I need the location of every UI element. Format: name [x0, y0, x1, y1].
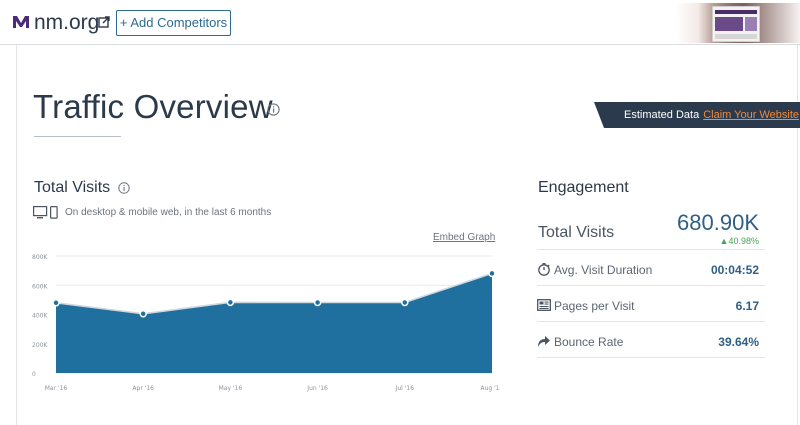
data-point[interactable] [52, 299, 60, 307]
metric-total-visits: Total Visits 680.90K ▲40.98% [537, 206, 765, 250]
total-visits-label: Total Visits [538, 224, 615, 241]
desktop-mobile-icon [33, 206, 58, 219]
total-visits-subtitle: On desktop & mobile web, in the last 6 m… [65, 207, 272, 218]
stopwatch-icon [538, 263, 550, 276]
y-tick-label: 600K [32, 283, 48, 290]
data-point[interactable] [226, 298, 235, 307]
metric-value: 39.64% [718, 335, 759, 349]
pages-icon [537, 299, 551, 311]
data-point[interactable] [401, 298, 409, 307]
engagement-title: Engagement [538, 179, 629, 196]
visits-area [56, 273, 492, 373]
total-visits-change: ▲40.98% [719, 236, 759, 246]
estimated-data-banner: Estimated Data Claim Your Website [594, 102, 800, 128]
info-icon[interactable] [267, 103, 280, 116]
x-tick-label: Apr '16 [132, 385, 154, 392]
y-tick-label: 800K [32, 254, 48, 261]
visits-line [55, 272, 493, 315]
y-tick-label: 0 [32, 371, 36, 378]
x-tick-label: Mar '16 [45, 385, 68, 392]
page-title: Traffic Overview [33, 88, 273, 125]
data-point[interactable] [488, 269, 496, 278]
data-point[interactable] [139, 310, 147, 318]
metric-value: 00:04:52 [710, 263, 759, 277]
y-tick-label: 400K [32, 313, 48, 320]
bounce-arrow-icon [538, 336, 550, 347]
total-visits-value: 680.90K [677, 210, 759, 235]
metric-label: Avg. Visit Duration [554, 263, 653, 277]
total-visits-chart: 0 200K 400K 600K 800K Mar '16 Apr '16 May '16 Ju… [32, 254, 500, 392]
up-arrow-icon: ▲ [719, 236, 729, 246]
data-point[interactable] [313, 298, 322, 307]
add-competitors-button[interactable]: + Add Competitors [116, 10, 231, 36]
metric-value: 6.17 [735, 299, 759, 313]
website-thumbnail[interactable] [676, 3, 800, 43]
x-tick-label: Jul '16 [395, 385, 415, 392]
embed-graph-link[interactable]: Embed Graph [433, 232, 496, 243]
metric-label: Pages per Visit [554, 299, 635, 313]
metric-bounce-rate: Bounce Rate 39.64% [537, 322, 765, 358]
site-name[interactable]: nm.org [34, 11, 100, 34]
x-tick-label: Jun '16 [306, 385, 328, 392]
x-tick-label: Aug '16 [481, 385, 500, 392]
metric-pages-per-visit: Pages per Visit 6.17 [537, 286, 765, 322]
info-icon[interactable] [118, 182, 130, 194]
external-link-icon[interactable] [98, 16, 110, 28]
y-tick-label: 200K [32, 342, 48, 349]
estimated-label: Estimated Data [624, 109, 700, 121]
top-bar: nm.org + Add Competitors [0, 0, 800, 45]
claim-website-link[interactable]: Claim Your Website [703, 109, 799, 121]
metric-avg-visit-duration: Avg. Visit Duration 00:04:52 [537, 250, 765, 286]
total-visits-title: Total Visits [34, 179, 111, 196]
metric-label: Bounce Rate [554, 335, 624, 349]
x-tick-label: May '16 [219, 385, 243, 392]
title-underline [34, 136, 121, 137]
nm-logo-icon [13, 16, 29, 28]
